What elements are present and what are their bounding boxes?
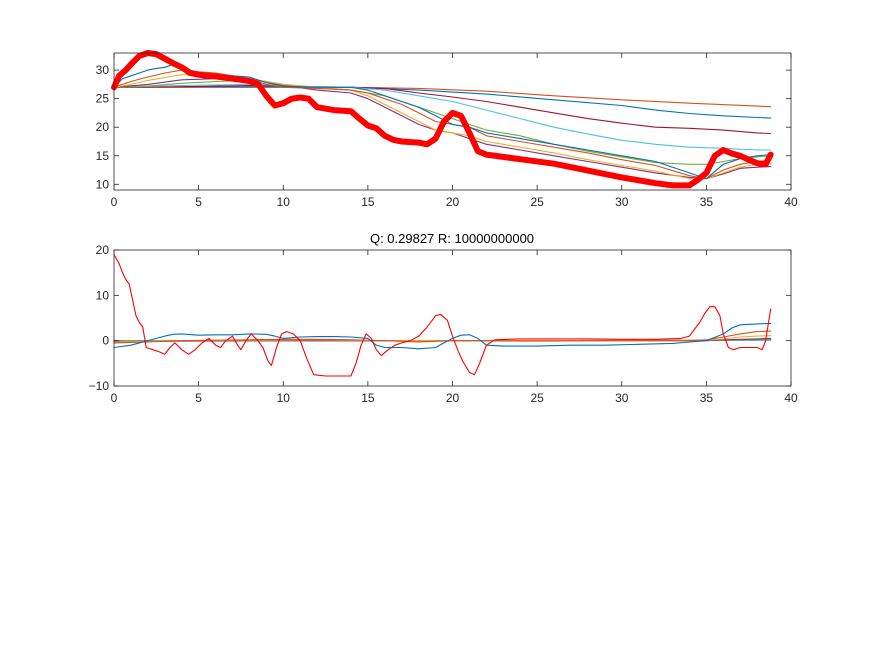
top-ytick-label: 20 (96, 120, 110, 134)
bottom-xtick-label: 15 (361, 391, 375, 405)
top-subplot-ticks: 0 5 10 15 20 25 30 35 40 10 15 20 25 30 (96, 53, 798, 209)
bottom-xtick-label: 10 (277, 391, 291, 405)
bottom-xtick-label: 25 (530, 391, 544, 405)
top-ytick-label: 10 (96, 177, 110, 191)
top-xtick-label: 40 (784, 195, 798, 209)
top-xtick-label: 0 (111, 195, 118, 209)
top-xtick-label: 20 (446, 195, 460, 209)
bottom-xtick-label: 0 (111, 391, 118, 405)
top-xtick-label: 30 (615, 195, 629, 209)
top-xtick-label: 15 (361, 195, 375, 209)
bottom-ytick-label: −10 (89, 379, 110, 393)
top-subplot: 0 5 10 15 20 25 30 35 40 10 15 20 25 30 (96, 50, 798, 209)
bottom-xtick-label: 35 (700, 391, 714, 405)
top-series-line-0 (111, 50, 774, 189)
top-xtick-label: 5 (195, 195, 202, 209)
top-ytick-label: 30 (96, 63, 110, 77)
bottom-subplot-series (113, 253, 772, 377)
bottom-xtick-label: 5 (195, 391, 202, 405)
top-series-line-8 (113, 86, 772, 119)
top-subplot-series (111, 50, 774, 189)
bottom-subplot: Q: 0.29827 R: 10000000000 0 5 10 15 20 25 30 35… (89, 231, 798, 405)
bottom-series-line-0 (113, 253, 772, 377)
bottom-ytick-label: 20 (96, 243, 110, 257)
bottom-subplot-title: Q: 0.29827 R: 10000000000 (370, 231, 534, 246)
top-series-line-1 (113, 63, 772, 180)
top-ytick-label: 15 (96, 149, 110, 163)
bottom-ytick-label: 0 (102, 334, 109, 348)
top-ytick-label: 25 (96, 92, 110, 106)
top-xtick-label: 10 (277, 195, 291, 209)
bottom-series-line-1 (113, 322, 772, 350)
top-xtick-label: 35 (700, 195, 714, 209)
bottom-xtick-label: 20 (446, 391, 460, 405)
top-xtick-label: 25 (530, 195, 544, 209)
bottom-ytick-label: 10 (96, 288, 110, 302)
bottom-xtick-label: 30 (615, 391, 629, 405)
bottom-xtick-label: 40 (784, 391, 798, 405)
